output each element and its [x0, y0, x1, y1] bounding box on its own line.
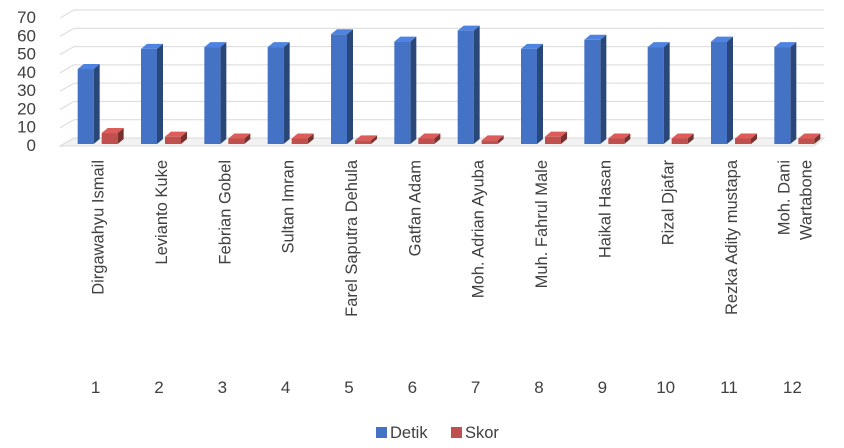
category-name-line: Muh. Fahrul Male — [533, 160, 551, 288]
category-name: Dirgawahyu Ismail — [90, 160, 108, 295]
gridline-side — [59, 46, 75, 56]
x-tick-label: 7 — [471, 378, 480, 397]
bar-skor — [608, 133, 631, 144]
category-name-line: Gatfan Adam — [406, 160, 424, 256]
x-tick-label: 8 — [534, 378, 543, 397]
x-tick-label: 10 — [656, 378, 675, 397]
legend-label: Detik — [390, 424, 428, 442]
bar-detik — [647, 42, 670, 145]
gridline-side — [59, 82, 75, 92]
category-name-line: Farel Saputra Dehula — [343, 159, 361, 317]
bar-skor — [671, 133, 694, 144]
x-tick-label: 3 — [218, 378, 227, 397]
category-name: Rezka Adity mustapa — [723, 159, 741, 315]
category-name-line: Wartabone — [797, 160, 815, 240]
bar-detik — [331, 29, 353, 145]
category-name: Moh. Dani Wartabone — [775, 160, 815, 240]
y-tick-label: 60 — [17, 26, 36, 45]
bar-detik — [521, 43, 543, 144]
category-name: Sultan Imran — [280, 160, 298, 254]
category-names: Dirgawahyu Ismail Levianto Kuke Febrian Go… — [90, 159, 816, 317]
category-name: Rizal Djafar — [660, 160, 678, 246]
x-tick-label: 11 — [720, 378, 738, 397]
x-tick-label: 6 — [408, 378, 417, 397]
bar-skor — [735, 133, 757, 144]
category-name: Febrian Gobel — [216, 160, 234, 265]
legend-label: Skor — [465, 424, 499, 442]
gridline-side — [59, 119, 75, 129]
bar-skor — [355, 135, 377, 144]
bar-detik — [457, 25, 480, 144]
gridlines — [59, 9, 824, 147]
category-name-line: Sultan Imran — [280, 160, 298, 254]
y-tick-label: 40 — [17, 63, 36, 82]
category-name-line: Rezka Adity mustapa — [723, 159, 741, 315]
y-tick-label: 10 — [17, 118, 36, 137]
bar-detik — [584, 34, 607, 145]
x-tick-label: 5 — [344, 378, 353, 397]
y-tick-label: 0 — [27, 136, 36, 155]
y-tick-label: 20 — [17, 99, 36, 118]
bar-skor — [481, 135, 504, 144]
gridline-side — [59, 64, 75, 74]
y-tick-label: 50 — [17, 45, 36, 64]
bar-skor — [291, 133, 314, 144]
floor-plane — [58, 137, 826, 147]
category-name-line: Rizal Djafar — [660, 160, 678, 246]
bar-detik — [267, 42, 290, 145]
gridline-side — [59, 100, 75, 110]
bar-skor — [165, 131, 187, 144]
bar-skor — [798, 133, 821, 144]
bar-detik — [141, 43, 163, 144]
bar-skor — [228, 133, 251, 144]
x-tick-label: 2 — [154, 378, 163, 397]
legend-swatch — [451, 427, 462, 438]
category-name-line: Febrian Gobel — [216, 160, 234, 265]
gridline-side — [59, 9, 75, 19]
category-name: Haikal Hasan — [596, 160, 614, 258]
category-name-line: Moh. Dani — [775, 160, 793, 235]
category-name: Moh. Adrian Ayuba — [470, 159, 488, 298]
gridline-side — [59, 27, 75, 37]
chart-floor — [58, 137, 826, 147]
legend: Detik Skor — [376, 424, 499, 442]
category-name-line: Moh. Adrian Ayuba — [470, 159, 488, 298]
x-axis: 1 2 3 4 5 6 7 8 9 10 11 12 — [91, 378, 802, 397]
bar-detik — [774, 42, 797, 145]
category-name: Levianto Kuke — [153, 160, 171, 265]
x-tick-label: 12 — [783, 378, 802, 397]
bar-skor — [545, 131, 567, 144]
category-name: Gatfan Adam — [406, 160, 424, 256]
y-tick-label: 30 — [17, 81, 36, 100]
x-tick-label: 4 — [281, 378, 290, 397]
category-name-line: Dirgawahyu Ismail — [90, 160, 108, 295]
category-name-line: Levianto Kuke — [153, 160, 171, 265]
bar-detik — [711, 36, 733, 144]
legend-swatch — [376, 427, 387, 438]
x-tick-label: 1 — [91, 378, 100, 397]
category-name: Farel Saputra Dehula — [343, 159, 361, 317]
x-tick-label: 9 — [598, 378, 607, 397]
bar-detik — [204, 42, 227, 145]
category-name: Muh. Fahrul Male — [533, 160, 551, 288]
bar-detik — [77, 64, 100, 144]
bar-detik — [394, 36, 417, 144]
bar-skor — [418, 133, 441, 144]
category-name-line: Haikal Hasan — [596, 160, 614, 258]
y-tick-label: 70 — [17, 8, 36, 27]
bar-skor — [101, 128, 124, 144]
bars — [77, 25, 821, 145]
